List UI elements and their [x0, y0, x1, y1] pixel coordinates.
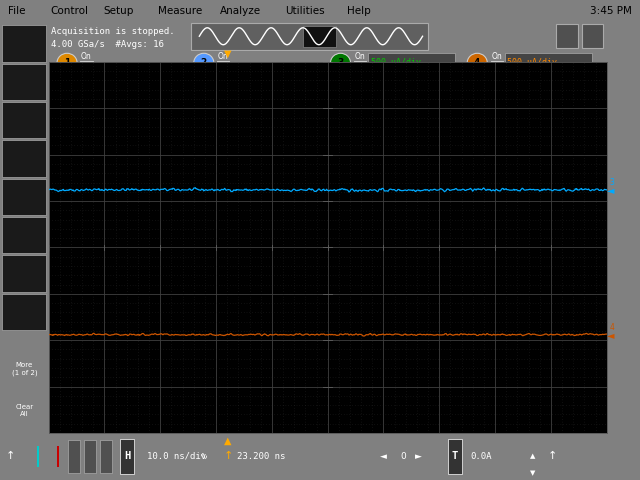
Text: H: H: [124, 452, 130, 461]
FancyBboxPatch shape: [68, 440, 80, 473]
Text: 4: 4: [474, 59, 481, 67]
FancyBboxPatch shape: [3, 255, 46, 292]
FancyBboxPatch shape: [582, 24, 603, 48]
Text: Measure: Measure: [158, 6, 202, 15]
FancyBboxPatch shape: [3, 25, 46, 61]
FancyBboxPatch shape: [217, 61, 230, 72]
Text: 2: 2: [201, 59, 207, 67]
FancyBboxPatch shape: [100, 440, 112, 473]
Text: ↑: ↑: [548, 452, 557, 461]
Text: Analyze: Analyze: [220, 6, 261, 15]
FancyBboxPatch shape: [354, 61, 366, 72]
FancyBboxPatch shape: [3, 179, 46, 215]
Text: More
(1 of 2): More (1 of 2): [12, 362, 37, 376]
Text: File: File: [8, 6, 26, 15]
FancyBboxPatch shape: [303, 25, 336, 47]
Text: 500 μA/div: 500 μA/div: [371, 59, 420, 67]
Text: ◄: ◄: [607, 185, 615, 195]
Text: 10.0 ns/div: 10.0 ns/div: [147, 452, 206, 461]
Text: ↑: ↑: [6, 452, 15, 461]
Text: 3: 3: [337, 59, 344, 67]
FancyBboxPatch shape: [3, 140, 46, 177]
Text: ►: ►: [415, 452, 422, 461]
Text: ↑: ↑: [224, 452, 234, 461]
Text: On: On: [355, 52, 365, 60]
Text: ▲: ▲: [530, 454, 536, 459]
Ellipse shape: [194, 53, 214, 72]
Text: 0: 0: [400, 452, 406, 461]
Ellipse shape: [467, 53, 487, 72]
Text: ▼: ▼: [530, 470, 536, 476]
FancyBboxPatch shape: [3, 217, 46, 253]
FancyBboxPatch shape: [81, 61, 93, 72]
Text: 4.00 GSa/s  #Avgs: 16: 4.00 GSa/s #Avgs: 16: [51, 40, 164, 49]
Text: On: On: [491, 52, 502, 60]
Text: ▲: ▲: [223, 436, 231, 446]
Text: ◄: ◄: [607, 330, 615, 340]
Text: 3:45 PM: 3:45 PM: [590, 6, 632, 15]
Text: ◄: ◄: [380, 452, 387, 461]
Text: ▼: ▼: [223, 49, 231, 59]
Ellipse shape: [330, 53, 351, 72]
FancyBboxPatch shape: [448, 439, 462, 474]
FancyBboxPatch shape: [120, 439, 134, 474]
Text: Control: Control: [50, 6, 88, 15]
FancyBboxPatch shape: [505, 53, 591, 74]
Text: Help: Help: [347, 6, 371, 15]
Text: Clear
All: Clear All: [15, 404, 33, 417]
Text: T: T: [452, 452, 458, 461]
Text: Utilities: Utilities: [285, 6, 324, 15]
FancyBboxPatch shape: [3, 102, 46, 138]
FancyBboxPatch shape: [84, 440, 96, 473]
Text: 1: 1: [64, 59, 70, 67]
FancyBboxPatch shape: [3, 63, 46, 100]
Text: 500 μA/div: 500 μA/div: [508, 59, 557, 67]
Text: 3: 3: [610, 179, 614, 188]
Text: 23.200 ns: 23.200 ns: [237, 452, 285, 461]
FancyBboxPatch shape: [191, 23, 428, 50]
Text: ∿: ∿: [200, 452, 208, 461]
Text: On: On: [218, 52, 228, 60]
Text: On: On: [81, 52, 92, 60]
FancyBboxPatch shape: [491, 61, 503, 72]
Ellipse shape: [57, 53, 77, 72]
FancyBboxPatch shape: [3, 294, 46, 330]
Text: 4: 4: [610, 323, 614, 332]
Text: 0.0A: 0.0A: [470, 452, 492, 461]
Text: Setup: Setup: [103, 6, 133, 15]
Text: Acquisition is stopped.: Acquisition is stopped.: [51, 27, 175, 36]
FancyBboxPatch shape: [369, 53, 455, 74]
FancyBboxPatch shape: [557, 24, 578, 48]
